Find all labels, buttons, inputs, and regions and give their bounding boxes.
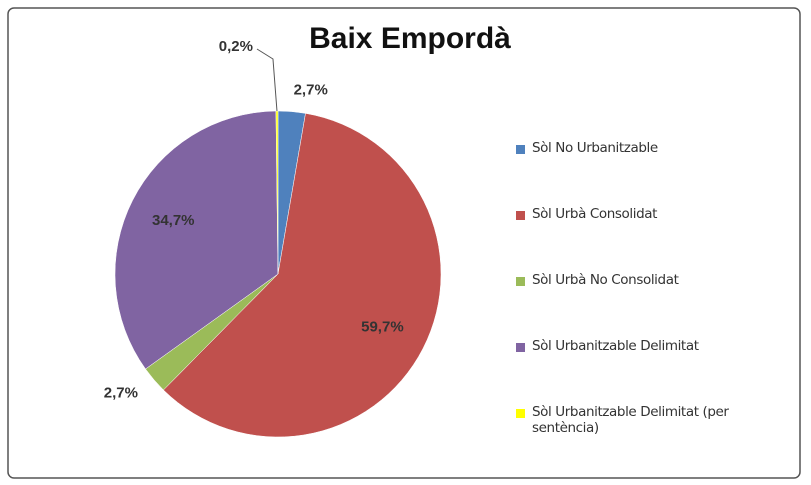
data-label: 2,7% <box>294 81 328 98</box>
legend-item: Sòl Urbà Consolidat <box>516 206 786 272</box>
legend-item: Sòl No Urbanitzable <box>516 140 786 206</box>
data-label: 34,7% <box>152 212 195 229</box>
legend-item: Sòl Urbà No Consolidat <box>516 272 786 338</box>
legend-swatch <box>516 211 525 220</box>
pie-slice <box>163 113 442 438</box>
legend-label: Sòl Urbanitzable Delimitat (per sentènci… <box>532 404 729 436</box>
legend-label: Sòl Urbà Consolidat <box>532 206 658 222</box>
legend-label: Sòl No Urbanitzable <box>532 140 658 156</box>
pie-slice <box>114 110 279 370</box>
legend-label: Sòl Urbà No Consolidat <box>532 272 679 288</box>
legend-swatch <box>516 409 525 418</box>
legend-label: Sòl Urbanitzable Delimitat <box>532 338 699 354</box>
legend: Sòl No Urbanitzable Sòl Urbà Consolidat Sò… <box>516 140 786 470</box>
legend-item: Sòl Urbanitzable Delimitat <box>516 338 786 404</box>
legend-swatch <box>516 277 525 286</box>
legend-item: Sòl Urbanitzable Delimitat (per sentènci… <box>516 404 786 470</box>
data-label: 0,2% <box>219 38 253 55</box>
data-label: 59,7% <box>361 319 404 336</box>
leader-line <box>256 48 278 112</box>
chart-title: Baix Empordà <box>309 22 511 55</box>
legend-swatch <box>516 145 525 154</box>
data-label: 2,7% <box>104 385 138 402</box>
pie-slice <box>275 110 279 275</box>
legend-swatch <box>516 343 525 352</box>
